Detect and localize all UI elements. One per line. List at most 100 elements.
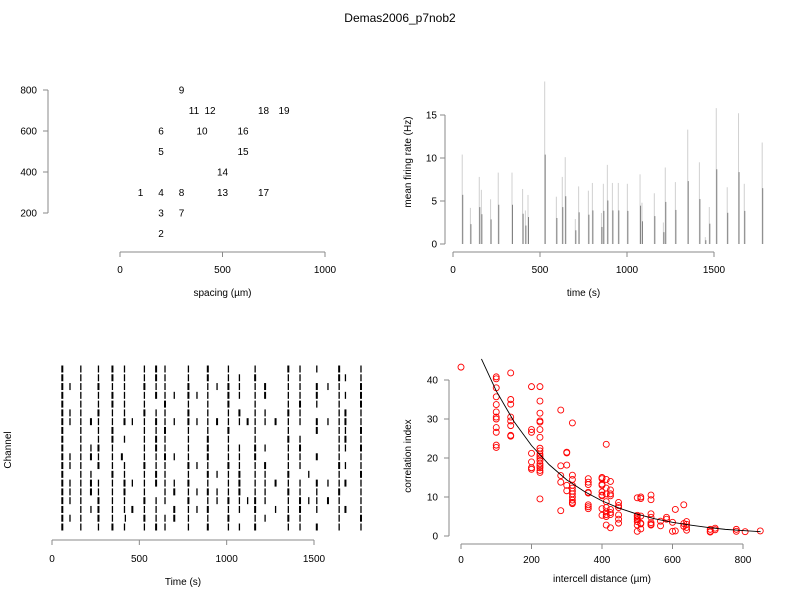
figure-title: Demas2006_p7nob2 <box>344 11 456 25</box>
channel-label-18: 18 <box>258 106 270 117</box>
correlation-point <box>602 490 610 498</box>
correlation-point <box>633 518 641 526</box>
correlation-point <box>536 397 544 405</box>
correlation-point <box>584 501 592 509</box>
correlation-point <box>633 494 641 502</box>
correlation-point <box>615 515 623 523</box>
correlation-point <box>557 406 565 414</box>
correlation-point <box>457 363 465 371</box>
rate-x-tick-label: 500 <box>532 265 549 276</box>
rate-y-tick-label: 0 <box>431 240 437 251</box>
correlation-point <box>536 426 544 433</box>
layout-x-tick-label: 0 <box>117 265 123 276</box>
rate-y-axis-label: mean firing rate (Hz) <box>403 116 414 207</box>
channel-label-4: 4 <box>158 188 164 199</box>
channel-label-9: 9 <box>179 86 185 97</box>
layout-x-tick-label: 1000 <box>314 265 337 276</box>
correlation-point <box>637 520 645 528</box>
layout-y-tick-label: 200 <box>20 209 37 220</box>
correlation-point <box>536 464 544 472</box>
correlation-point <box>507 369 515 377</box>
correlation-point <box>732 527 740 535</box>
correlation-point <box>557 478 565 486</box>
channel-label-3: 3 <box>158 209 164 220</box>
correlation-point <box>557 472 565 479</box>
correlation-point <box>584 489 592 497</box>
correlation-point <box>602 440 610 448</box>
correlation-point <box>657 522 664 530</box>
raster-x-axis-label: Time (s) <box>165 577 201 588</box>
correlation-point <box>647 496 655 504</box>
correlation-panel: 0 200 400 600 800 intercell distance (µm) 0 10 2… <box>403 358 764 585</box>
channel-label-1: 1 <box>138 188 144 199</box>
channel-label-17: 17 <box>258 188 270 199</box>
correlation-point <box>669 518 676 526</box>
channel-label-15: 15 <box>237 147 249 158</box>
layout-y-tick-label: 400 <box>20 168 37 179</box>
correlation-point <box>607 477 614 485</box>
correlation-point <box>647 521 655 529</box>
correlation-point <box>528 428 535 436</box>
correlation-point <box>637 525 645 533</box>
correlation-point <box>711 526 719 534</box>
layout-y-tick-label: 600 <box>20 127 37 138</box>
raster-x-tick-label: 1500 <box>303 554 326 565</box>
corr-y-axis-label: correlation index <box>403 419 414 492</box>
layout-x-axis-label: spacing (µm) <box>194 288 252 299</box>
correlation-point <box>557 507 565 515</box>
correlation-point <box>536 468 544 476</box>
correlation-point <box>536 383 544 391</box>
corr-x-tick-label: 600 <box>664 555 681 566</box>
correlation-point <box>568 476 576 483</box>
channel-label-11: 11 <box>189 106 200 117</box>
raster-x-tick-label: 1000 <box>216 554 239 565</box>
channel-label-8: 8 <box>179 188 185 199</box>
channel-label-10: 10 <box>196 127 208 138</box>
correlation-point <box>536 433 544 441</box>
correlation-point <box>741 528 749 536</box>
correlation-point <box>633 516 641 524</box>
correlation-point <box>568 493 576 501</box>
correlation-point <box>568 419 576 427</box>
correlation-point <box>607 524 614 532</box>
correlation-point <box>598 475 606 483</box>
correlation-point <box>563 449 571 457</box>
correlation-point <box>663 515 670 523</box>
firing-rate-panel: 0 500 1000 1500 time (s) 0 5 10 15 mean firing ra… <box>403 81 764 299</box>
correlation-point <box>563 461 571 469</box>
correlation-point <box>647 510 655 518</box>
correlation-point <box>647 491 655 499</box>
correlation-point <box>492 444 500 451</box>
channel-label-2: 2 <box>158 229 164 240</box>
correlation-point <box>598 492 606 500</box>
correlation-point <box>633 527 641 535</box>
corr-y-tick-label: 30 <box>427 415 439 426</box>
correlation-point <box>557 462 565 470</box>
rate-y-tick-label: 10 <box>426 154 438 165</box>
correlation-point <box>492 428 500 436</box>
rate-x-tick-label: 1000 <box>616 265 639 276</box>
corr-x-tick-label: 400 <box>594 555 611 566</box>
correlation-point <box>615 499 623 506</box>
correlation-point <box>492 415 500 423</box>
correlation-point <box>492 441 500 449</box>
correlation-point <box>536 452 544 460</box>
correlation-point <box>528 458 535 466</box>
correlation-point <box>492 373 500 381</box>
fit-curve <box>481 358 761 533</box>
channel-label-7: 7 <box>179 209 185 220</box>
correlation-point <box>598 505 606 513</box>
correlation-point <box>492 401 500 409</box>
corr-y-tick-label: 20 <box>427 454 439 465</box>
correlation-point <box>607 492 614 500</box>
correlation-point <box>507 432 515 440</box>
raster-panel: 0 500 1000 1500 Time (s) Channel <box>3 365 362 588</box>
correlation-point <box>584 478 592 486</box>
correlation-point <box>536 457 544 465</box>
correlation-point <box>607 511 614 518</box>
correlation-point <box>602 511 610 518</box>
correlation-point <box>584 505 592 513</box>
corr-y-tick-label: 40 <box>427 376 439 387</box>
correlation-point <box>615 502 623 510</box>
